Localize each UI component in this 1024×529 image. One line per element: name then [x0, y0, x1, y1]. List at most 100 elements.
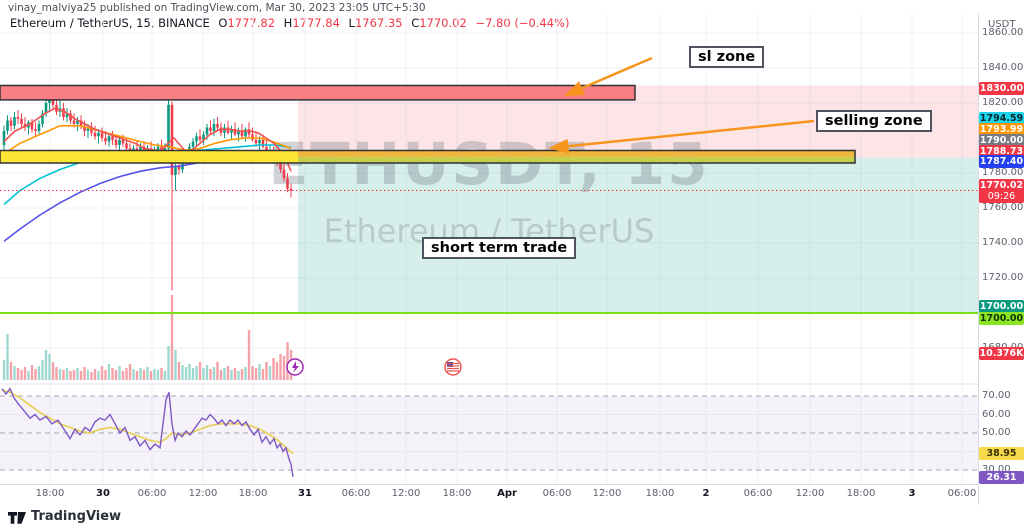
time-axis[interactable]: [0, 484, 978, 506]
time-tick-label: 06:00: [947, 488, 977, 499]
volume-bar: [6, 334, 9, 380]
candle-body: [9, 120, 13, 126]
volume-bar: [97, 371, 100, 380]
volume-bar: [177, 362, 181, 380]
candle-body: [160, 146, 163, 151]
volume-bar: [282, 356, 286, 380]
candle-body: [286, 178, 289, 189]
time-tick-label: 12:00: [795, 488, 825, 499]
volume-bar: [79, 371, 83, 380]
volume-bar: [118, 366, 121, 380]
candle-body: [121, 139, 125, 144]
time-tick-label: 18:00: [35, 488, 65, 499]
time-tick-label: 18:00: [238, 488, 268, 499]
price-badge: 1787.40: [979, 154, 1024, 168]
price-tick-label: 1780.00: [982, 167, 1024, 178]
low-value: 1767.35: [354, 16, 403, 30]
price-tick-label: 1820.00: [982, 97, 1024, 108]
price-badge: 1700.00: [979, 299, 1024, 313]
candle-body: [289, 188, 293, 191]
time-tick-label: 06:00: [743, 488, 773, 499]
symbol-ohlc-legend[interactable]: Ethereum / TetherUS, 15, BINANCE O1777.8…: [10, 16, 569, 30]
volume-bar: [2, 360, 6, 380]
candle-body: [20, 118, 23, 124]
tradingview-logo-icon: [8, 511, 26, 524]
candle-body: [156, 146, 160, 151]
volume-bar: [128, 364, 132, 380]
volume-bar: [58, 369, 62, 380]
lightning-event-icon[interactable]: [286, 358, 304, 376]
candle-body: [251, 134, 254, 140]
take-profit-zone: [298, 157, 978, 313]
volume-bar: [233, 368, 237, 380]
candle-body: [163, 148, 167, 151]
volume-bar: [216, 362, 219, 380]
low-label: L: [348, 16, 355, 30]
time-tick-label: 18:00: [645, 488, 675, 499]
attribution-text: vinay_malviya25 published on TradingView…: [8, 2, 426, 14]
volume-bar: [44, 350, 48, 380]
symbol-title[interactable]: Ethereum / TetherUS, 15, BINANCE: [10, 16, 210, 30]
selling-band-bottom: [298, 156, 855, 163]
time-tick-label: 30: [96, 488, 110, 499]
annotation-arrow: [548, 119, 815, 154]
candle-body: [244, 129, 247, 137]
candle-body: [142, 146, 146, 152]
volume-bar: [111, 368, 114, 380]
candle-body: [2, 131, 6, 145]
volume-bar: [27, 371, 30, 380]
price-badge: 1788.73: [979, 144, 1024, 158]
volume-bar: [30, 365, 34, 380]
price-badge: 1794.59: [979, 111, 1024, 125]
time-tick-label: 12:00: [391, 488, 421, 499]
candle-body: [86, 127, 90, 131]
candle-body: [226, 127, 230, 133]
volume-bar: [212, 367, 216, 380]
price-badge: 1793.99: [979, 122, 1024, 136]
candle-body: [237, 131, 240, 135]
volume-bar: [23, 367, 27, 380]
high-label: H: [283, 16, 293, 30]
selling-band-left: [0, 150, 298, 163]
time-tick-label: 18:00: [846, 488, 876, 499]
time-tick-label: 31: [298, 488, 312, 499]
volume-bar: [149, 371, 153, 380]
selling-zone-label[interactable]: selling zone: [816, 110, 932, 132]
ma-line-blue: [3, 158, 292, 242]
tradingview-logo[interactable]: TradingView: [8, 509, 121, 524]
candle-body: [216, 124, 219, 128]
volume-bar: [198, 362, 202, 380]
candle-body: [233, 129, 237, 135]
candle-body: [167, 104, 170, 149]
volume-bar: [286, 342, 289, 380]
candle-body: [114, 139, 118, 145]
price-badge: 1790.00: [979, 133, 1024, 147]
rsi-tick-label: 50.00: [982, 427, 1011, 438]
candle-body: [16, 117, 20, 119]
price-badge: 1700.00: [979, 311, 1024, 325]
volume-bar: [272, 358, 275, 380]
us-flag-event-icon[interactable]: [444, 358, 462, 376]
short-term-trade-label[interactable]: short term trade: [422, 237, 577, 259]
selling-zone-rectangle: [0, 149, 856, 164]
volume-bar: [83, 367, 86, 380]
volume-bar: [13, 366, 16, 380]
price-badge: 38.95: [979, 446, 1024, 460]
volume-bar: [268, 366, 272, 380]
rsi-line: [1, 387, 294, 477]
candle-body: [6, 120, 9, 131]
volume-bar: [107, 364, 111, 380]
candle-body: [104, 138, 107, 142]
volume-bar: [153, 369, 156, 380]
volume-bar: [261, 369, 265, 380]
close-value: 1770.02: [419, 16, 467, 30]
volume-bar: [72, 370, 76, 380]
volume-bar: [55, 367, 58, 380]
volume-bar: [226, 366, 230, 380]
volume-bar: [62, 370, 65, 380]
price-tick-label: 1840.00: [982, 62, 1024, 73]
sl-zone-label[interactable]: sl zone: [689, 46, 765, 68]
price-axis[interactable]: [978, 14, 1024, 505]
sl-zone-rectangle: [0, 84, 636, 101]
